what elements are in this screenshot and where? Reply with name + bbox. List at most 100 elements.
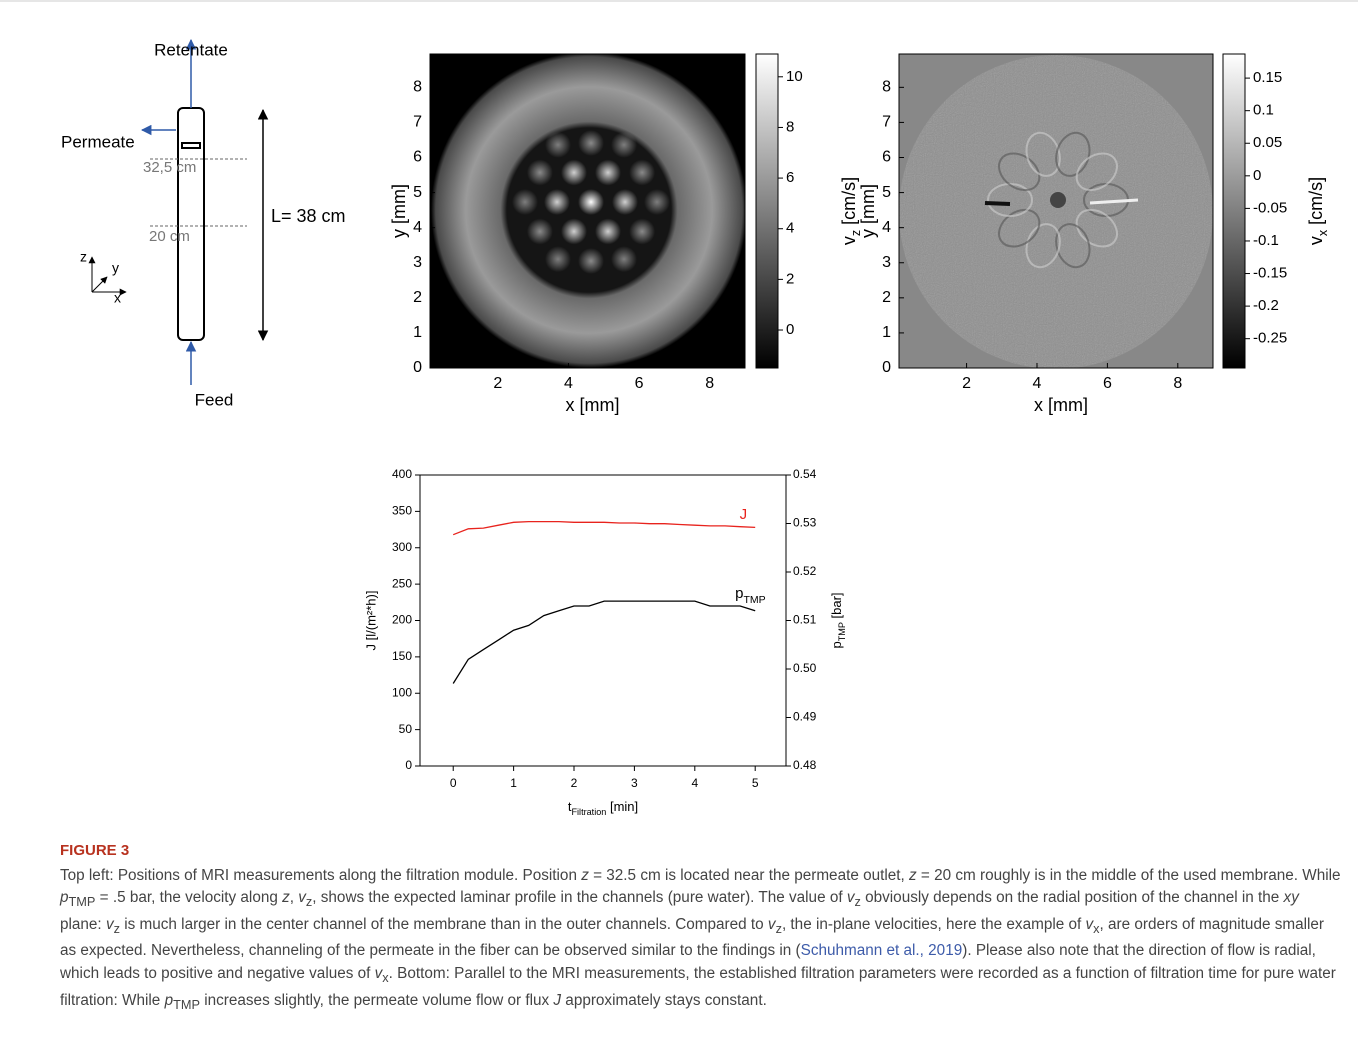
- y-tick-label: 250: [392, 576, 412, 590]
- caption-run: p: [164, 991, 174, 1009]
- caption-run: z: [282, 889, 290, 907]
- caption-run: z: [305, 894, 313, 910]
- y-tick-label: 2: [882, 289, 891, 306]
- colorbar-tick-label: 4: [786, 220, 794, 237]
- y-tick-label: 1: [882, 324, 891, 341]
- channel: [595, 218, 621, 245]
- channel: [578, 248, 604, 274]
- colorbar-label-part: [cm/s]: [1306, 177, 1326, 230]
- y-tick-label: 50: [399, 722, 413, 736]
- module-diagram: Retentate Permeate 32,5 cm 20 cm L= 38 c…: [61, 38, 346, 409]
- x-tick-label: 2: [962, 375, 971, 392]
- x-axis-label: x [mm]: [1034, 395, 1088, 415]
- caption-run: v: [846, 889, 855, 907]
- y-tick-label: 300: [392, 540, 412, 554]
- caption-run: x: [1093, 920, 1100, 936]
- caption-run: , are orders of magnitude smaller as exp…: [60, 915, 1325, 960]
- caption-run: z: [909, 866, 917, 884]
- colorbar-label: vz [cm/s]: [839, 177, 864, 245]
- y2-tick-label: 0.54: [793, 467, 817, 481]
- y2-axis-label-part: [bar]: [829, 592, 844, 622]
- caption-run: obviously depends on the radial position…: [860, 889, 1284, 907]
- caption-run: J: [553, 991, 562, 1009]
- plot-frame: [429, 53, 746, 369]
- x-tick-label: 2: [493, 375, 502, 392]
- colorbar-label-part: v: [839, 236, 859, 245]
- label: 20 cm: [149, 228, 190, 245]
- caption-run: = 32.5 cm is located near the permeate o…: [588, 866, 910, 884]
- y-tick-label: 2: [413, 289, 422, 306]
- channel: [561, 159, 587, 186]
- y2-tick-label: 0.51: [793, 613, 817, 627]
- caption-run: p: [60, 889, 69, 907]
- y-tick-label: 1: [413, 324, 422, 341]
- colorbar-tick-label: 0.05: [1253, 134, 1282, 151]
- plot-frame: [419, 474, 787, 767]
- channel-pattern: [1050, 192, 1066, 208]
- x-tick-label: 5: [752, 776, 759, 790]
- y-tick-label: 3: [413, 254, 422, 271]
- channel: [578, 189, 604, 215]
- series-label: J: [740, 506, 748, 523]
- series-label-part: J: [740, 506, 748, 523]
- colorbar-tick-label: -0.1: [1253, 232, 1279, 249]
- colorbar-tick-label: 0.1: [1253, 102, 1274, 119]
- caption-run: z: [581, 866, 589, 884]
- y2-axis-label-part: TMP: [837, 622, 847, 641]
- colorbar-tick-label: 10: [786, 68, 803, 85]
- channel: [512, 189, 538, 215]
- caption-run: = 20 cm roughly is in the middle of the …: [916, 866, 1341, 884]
- caption-run: = .5 bar, the velocity along: [95, 889, 283, 907]
- citation-link[interactable]: Schuhmann et al., 2019: [800, 942, 963, 960]
- caption-run: x: [382, 970, 389, 986]
- colorbar-tick-label: 0: [786, 321, 794, 338]
- y-tick-label: 7: [413, 114, 422, 131]
- caption-run: xy: [1283, 889, 1299, 907]
- caption-run: Top left: Positions of MRI measurements …: [60, 866, 582, 884]
- caption-run: v: [1085, 915, 1094, 933]
- caption-run: v: [298, 889, 306, 907]
- y-tick-label: 6: [882, 149, 891, 166]
- colorbar: [755, 53, 779, 369]
- x-axis-label-part: t: [568, 799, 572, 814]
- channel: [629, 159, 656, 186]
- y-tick-label: 5: [413, 184, 422, 201]
- x-tick-label: 6: [635, 375, 644, 392]
- x-tick-label: 8: [705, 375, 714, 392]
- channel: [611, 246, 637, 273]
- plot-frame: [898, 53, 1214, 369]
- caption-run: is much larger in the center channel of …: [119, 915, 768, 933]
- series-line: [452, 600, 756, 684]
- y-tick-label: 6: [413, 149, 422, 166]
- y-tick-label: 0: [413, 359, 422, 376]
- caption-text: Top left: Positions of MRI measurements …: [60, 865, 1344, 1017]
- y-tick-label: 3: [882, 254, 891, 271]
- x-axis-label-part: [min]: [606, 799, 638, 814]
- channel: [578, 130, 604, 156]
- y-tick-label: 400: [392, 467, 412, 481]
- figure: Retentate Permeate 32,5 cm 20 cm L= 38 c…: [0, 0, 1358, 817]
- label: L= 38 cm: [271, 206, 346, 226]
- colorbar-label-part: [cm/s]: [839, 177, 859, 230]
- y-tick-label: 7: [882, 114, 891, 131]
- x-tick-label: 4: [564, 375, 573, 392]
- colorbar-label: vx [cm/s]: [1306, 177, 1331, 245]
- y2-tick-label: 0.52: [793, 564, 817, 578]
- caption-run: z: [775, 920, 782, 936]
- y-tick-label: 100: [392, 685, 412, 699]
- y2-tick-label: 0.53: [793, 516, 817, 530]
- x-axis-label: x [mm]: [566, 395, 620, 415]
- channel-pattern: [984, 201, 1011, 206]
- colorbar: [1222, 53, 1246, 369]
- y-axis-label: y [mm]: [858, 184, 878, 238]
- colorbar-label-part: v: [1306, 236, 1326, 245]
- caption-run: ,: [289, 889, 299, 907]
- y-tick-label: 0: [882, 359, 891, 376]
- y-axis-label: y [mm]: [389, 184, 409, 238]
- colorbar-tick-label: 8: [786, 118, 794, 135]
- colorbar-tick-label: -0.25: [1253, 330, 1287, 347]
- label: 32,5 cm: [143, 159, 196, 176]
- colorbar-label-part: x: [1316, 229, 1330, 236]
- caption-run: increases slightly, the permeate volume …: [200, 991, 554, 1009]
- colorbar-tick-label: -0.15: [1253, 265, 1287, 282]
